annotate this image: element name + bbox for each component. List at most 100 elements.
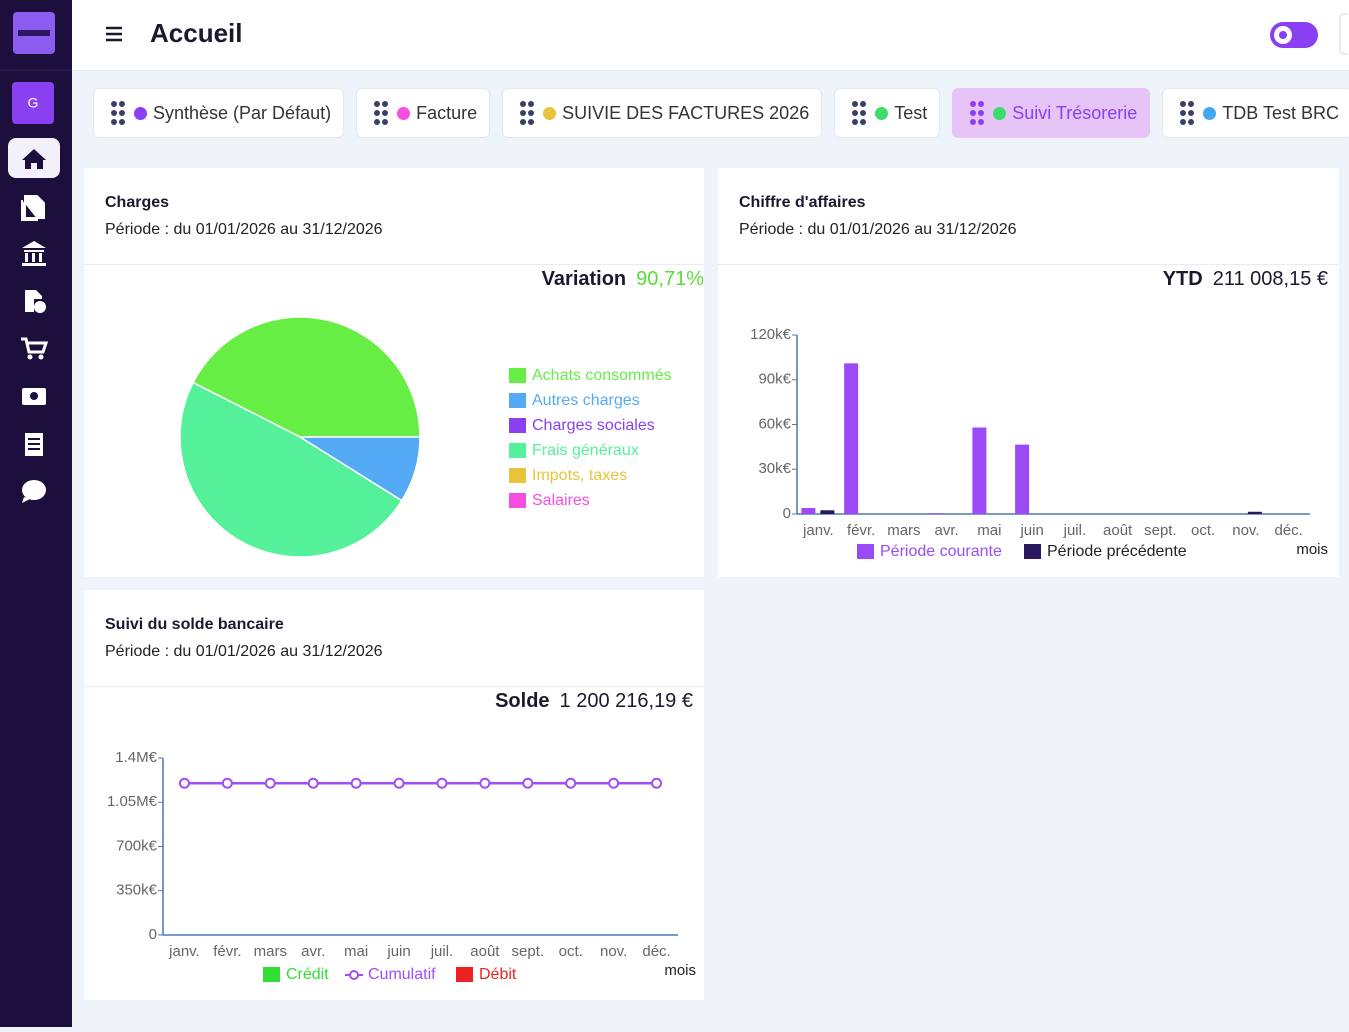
chart: Achats consommés Autres charges Charges so… xyxy=(179,316,672,558)
kpi: Variation 90,71% xyxy=(542,268,704,291)
chart: 0 30k€ 60k€ 90k€ 120k€ janv. févr. mars avr. mai j… xyxy=(750,326,1328,560)
x-axis-label: mois xyxy=(1296,541,1328,558)
line-marker xyxy=(221,777,233,789)
legend-swatch xyxy=(509,468,526,483)
handle-dot xyxy=(852,110,859,116)
tab[interactable]: Test xyxy=(834,88,941,138)
legend-label: Charges sociales xyxy=(532,417,655,434)
tab-dot xyxy=(875,106,889,120)
handle-dot xyxy=(978,110,985,116)
drag-handle xyxy=(111,101,125,125)
x-tick-label: mars xyxy=(887,522,920,539)
handle-dot xyxy=(520,101,527,107)
bar xyxy=(1247,511,1262,514)
tab[interactable]: Facture xyxy=(356,88,491,138)
kpi-label: YTD xyxy=(1162,268,1203,290)
theme-toggle[interactable] xyxy=(1268,0,1348,70)
legend-swatch xyxy=(509,418,526,433)
x-tick-label: nov. xyxy=(600,943,627,960)
chart-card: Suivi du solde bancaire Période : du 01/0… xyxy=(84,590,704,1000)
avatar-letter: G xyxy=(28,95,39,111)
nav-chat[interactable] xyxy=(22,480,46,500)
y-tick-label: 90k€ xyxy=(758,371,791,388)
tab[interactable]: Synthèse (Par Défaut) xyxy=(93,88,345,138)
legend-label: Débit xyxy=(479,966,517,983)
handle-dot xyxy=(970,101,977,107)
tab-bar: Synthèse (Par Défaut) Facture SUIVIE DES F… xyxy=(93,88,1349,138)
handle-dot xyxy=(1188,101,1195,107)
x-tick-label: sept. xyxy=(1144,522,1177,539)
x-tick-label: sept. xyxy=(512,943,545,960)
handle-dot xyxy=(1180,101,1187,107)
x-tick-label: avr. xyxy=(935,522,959,539)
logo-mark xyxy=(18,30,50,36)
card-title: Chiffre d'affaires xyxy=(739,194,866,211)
x-tick-label: nov. xyxy=(1232,522,1259,539)
tab[interactable]: Suivi Trésorerie xyxy=(952,88,1151,138)
y-tick-label: 30k€ xyxy=(758,460,791,477)
legend-label: Achats consommés xyxy=(532,367,672,384)
legend-swatch xyxy=(509,443,526,458)
x-tick-label: mai xyxy=(977,522,1001,539)
legend-swatch xyxy=(509,368,526,383)
nav-cart-wheel xyxy=(27,354,33,360)
line-marker xyxy=(651,777,663,789)
card-separator xyxy=(84,264,704,265)
x-tick-label: juin xyxy=(386,943,410,960)
handle-dot xyxy=(119,101,125,107)
card-period: Période : du 01/01/2026 au 31/12/2026 xyxy=(739,221,1017,238)
card-title: Charges xyxy=(105,194,170,211)
handle-dot xyxy=(382,101,389,107)
nav-documents[interactable] xyxy=(21,195,45,221)
handle-dot xyxy=(119,119,125,125)
x-tick-label: juil. xyxy=(430,943,454,960)
tab-dot xyxy=(1203,106,1217,120)
x-tick-label: avr. xyxy=(301,943,325,960)
sidebar-icons: G xyxy=(0,12,72,503)
legend-swatch xyxy=(857,544,874,559)
x-tick-label: juin xyxy=(1019,522,1043,539)
legend-label: Période précédente xyxy=(1047,543,1187,560)
card-period: Période : du 01/01/2026 au 31/12/2026 xyxy=(105,643,383,660)
drag-handle xyxy=(520,101,535,125)
drag-handle xyxy=(374,101,389,125)
kpi-value: 211 008,15 € xyxy=(1212,268,1328,290)
menu-button[interactable] xyxy=(102,0,142,70)
legend-swatch xyxy=(509,393,526,408)
tab-dot xyxy=(993,106,1007,120)
handle-dot xyxy=(111,110,117,116)
handle-dot xyxy=(852,101,859,107)
handle-dot xyxy=(970,110,977,116)
x-tick-label: oct. xyxy=(559,943,583,960)
tab[interactable]: TDB Test BRC xyxy=(1162,88,1349,138)
nav-quotes-badge xyxy=(34,301,46,313)
bar xyxy=(844,363,859,514)
line-marker xyxy=(479,777,491,789)
nav-bank[interactable] xyxy=(22,241,46,266)
x-tick-label: mai xyxy=(344,943,368,960)
tab-label: Suivi Trésorerie xyxy=(1012,102,1138,123)
handle-dot xyxy=(374,101,381,107)
handle-dot xyxy=(860,119,867,125)
legend-swatch xyxy=(456,967,473,982)
line-marker xyxy=(178,777,190,789)
legend-label: Frais généraux xyxy=(532,442,639,459)
tab[interactable]: SUIVIE DES FACTURES 2026 xyxy=(502,88,823,138)
avatar[interactable] xyxy=(12,82,54,124)
handle-dot xyxy=(111,119,117,125)
nav-cart[interactable] xyxy=(21,337,49,354)
handle-dot xyxy=(528,101,535,107)
x-axis-label: mois xyxy=(664,962,696,979)
y-tick-label: 0 xyxy=(149,926,157,943)
tab-dot xyxy=(543,106,557,120)
kpi-value: 1 200 216,19 € xyxy=(559,690,693,712)
page-title: Accueil xyxy=(150,18,243,48)
nav-home[interactable] xyxy=(22,149,46,169)
nav-quotes[interactable] xyxy=(25,290,42,312)
legend-marker xyxy=(349,970,359,980)
handle-dot xyxy=(520,119,527,125)
legend-label: Impots, taxes xyxy=(532,467,627,484)
legend-swatch xyxy=(263,967,280,982)
tab-label: Test xyxy=(894,102,928,123)
x-tick-label: déc. xyxy=(642,943,670,960)
